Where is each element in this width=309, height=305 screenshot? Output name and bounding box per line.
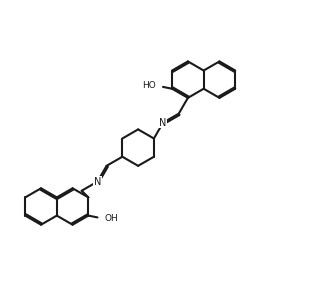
Text: N: N [159,118,167,128]
Text: OH: OH [104,214,118,224]
Text: N: N [94,177,101,187]
Text: HO: HO [142,81,156,90]
